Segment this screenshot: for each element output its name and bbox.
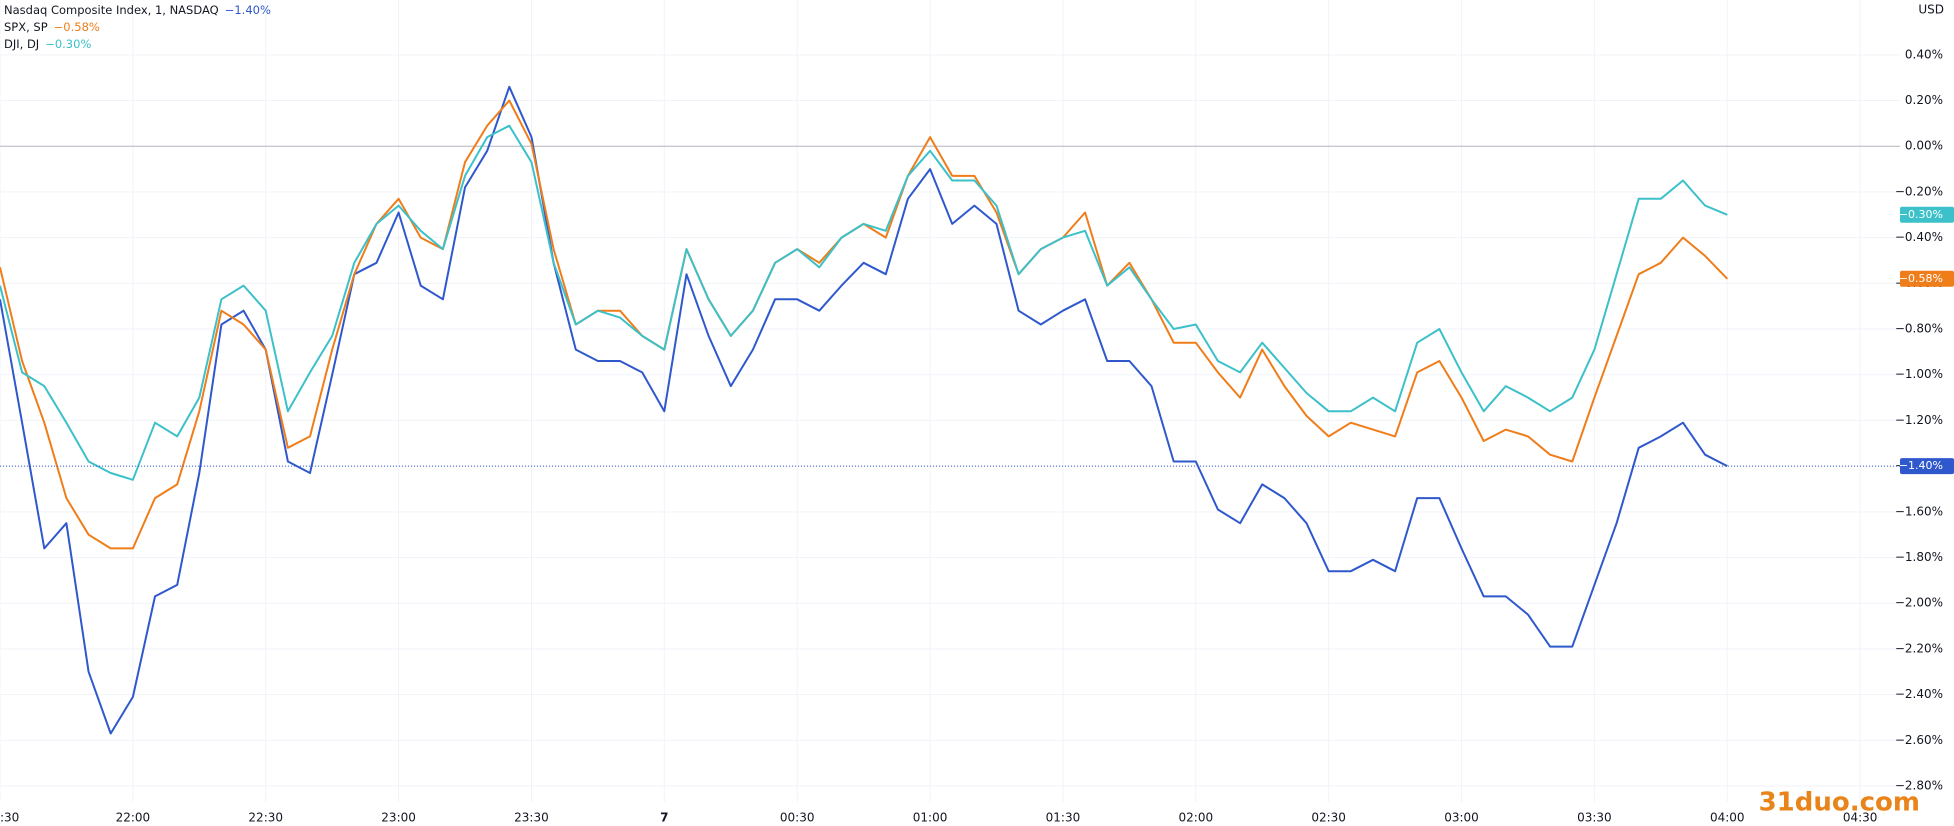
x-tick-label: 04:00 xyxy=(1710,811,1745,825)
y-tick-label: −1.00% xyxy=(1895,367,1943,381)
last-value-badge xyxy=(1900,206,1954,223)
y-tick-label: −2.60% xyxy=(1895,733,1943,747)
y-tick-label: −2.80% xyxy=(1895,779,1943,793)
last-value-label: −0.30% xyxy=(1899,208,1943,221)
x-tick-label: 02:00 xyxy=(1179,811,1214,825)
x-tick-label: 7 xyxy=(660,811,668,825)
legend-entry: SPX, SP −0.58% xyxy=(4,20,100,34)
legend-name: DJI, DJ xyxy=(4,37,39,51)
x-tick-label: 23:00 xyxy=(381,811,416,825)
x-tick-label: 01:00 xyxy=(913,811,948,825)
series-group xyxy=(0,85,1729,735)
y-tick-label: −2.20% xyxy=(1895,641,1943,655)
x-tick-label: 04:30 xyxy=(1843,811,1878,825)
legend-name: SPX, SP xyxy=(4,20,48,34)
y-tick-label: 0.00% xyxy=(1905,139,1943,153)
legend-value: −0.30% xyxy=(45,37,91,51)
x-tick-label: 03:30 xyxy=(1577,811,1612,825)
y-tick-label: −2.40% xyxy=(1895,687,1943,701)
x-tick-label: 00:30 xyxy=(780,811,815,825)
x-tick-label: 03:00 xyxy=(1444,811,1479,825)
series-line xyxy=(0,85,1728,735)
y-tick-label: 0.40% xyxy=(1905,47,1943,61)
watermark: 31duo.com xyxy=(1759,788,1920,818)
currency-label[interactable]: USD xyxy=(1918,3,1944,17)
legend-entry: DJI, DJ −0.30% xyxy=(4,37,91,51)
y-tick-label: −1.80% xyxy=(1895,550,1943,564)
y-tick-label: −1.20% xyxy=(1895,413,1943,427)
y-tick-label: −0.40% xyxy=(1895,230,1943,244)
y-tick-label: −2.00% xyxy=(1895,596,1943,610)
last-value-label: −1.40% xyxy=(1899,459,1943,472)
last-value-badge xyxy=(1900,270,1954,287)
x-tick-label: 02:30 xyxy=(1311,811,1346,825)
x-tick-label: 22:30 xyxy=(248,811,283,825)
y-tick-label: −1.60% xyxy=(1895,504,1943,518)
series-line xyxy=(0,124,1728,481)
x-tick-label: 22:00 xyxy=(116,811,151,825)
y-tick-label: 0.20% xyxy=(1905,93,1943,107)
last-value-label: −0.58% xyxy=(1899,272,1943,285)
legend-entry: Nasdaq Composite Index, 1, NASDAQ −1.40% xyxy=(4,3,271,17)
y-tick-label: −0.80% xyxy=(1895,322,1943,336)
x-tick-label: :30 xyxy=(0,811,19,825)
last-value-badge xyxy=(1900,458,1954,475)
x-tick-label: 01:30 xyxy=(1046,811,1081,825)
legend-name: Nasdaq Composite Index, 1, NASDAQ xyxy=(4,3,219,17)
legend-value: −0.58% xyxy=(54,20,100,34)
legend-value: −1.40% xyxy=(225,3,271,17)
y-tick-label: −0.20% xyxy=(1895,184,1943,198)
x-tick-label: 23:30 xyxy=(514,811,549,825)
